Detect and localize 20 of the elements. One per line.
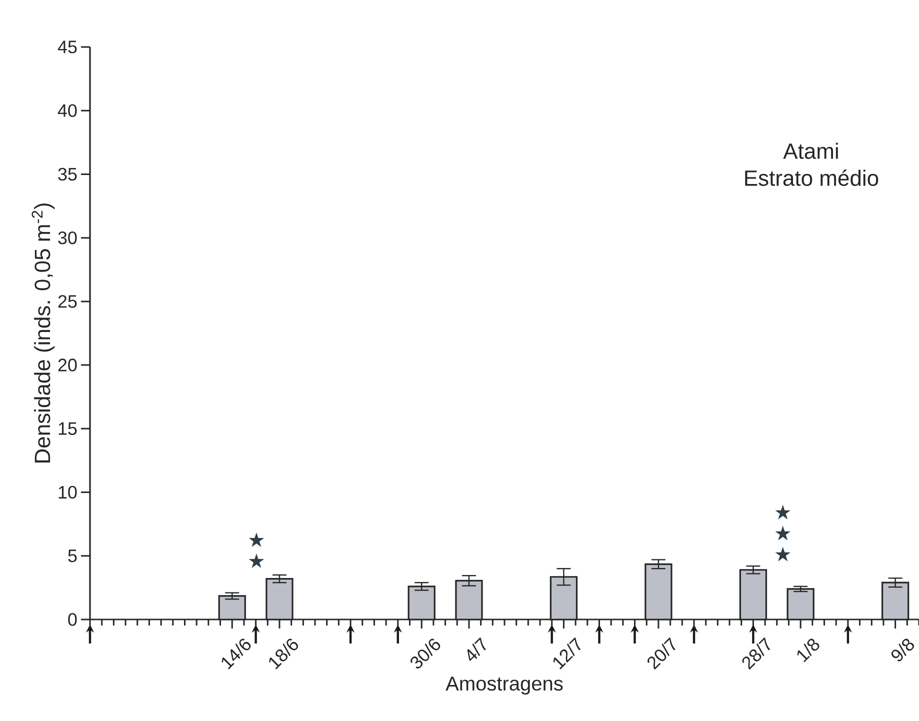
- annotation: ★ ★: [248, 532, 264, 568]
- x-tick-label: 9/8: [891, 638, 914, 662]
- annotation: ★ ★ ★: [775, 504, 791, 562]
- text: Atami: [783, 142, 838, 159]
- text: Estrato médio: [745, 170, 878, 186]
- x-tick-label: 1/8: [797, 638, 820, 662]
- y-tick-label: 30: [58, 231, 77, 244]
- x-tick-label: 4/7: [467, 637, 486, 661]
- y-axis-title: Densidade (inds. 0,05 m$^{-2}$): [32, 204, 55, 462]
- y-tick-label: 15: [58, 422, 77, 435]
- y-tick-label: 25: [58, 295, 77, 308]
- y-tick-label: 45: [58, 40, 77, 54]
- y-tick-label: 0: [68, 613, 77, 626]
- y-tick-label: 20: [58, 358, 77, 372]
- y-tick-label: 40: [58, 104, 77, 117]
- y-tick-label: 10: [58, 486, 77, 499]
- x-axis-title: Amostragens: [446, 676, 563, 695]
- y-tick-label: 35: [58, 168, 77, 181]
- x-tick-label: 30/6: [410, 638, 440, 668]
- y-tick-label: 5: [68, 550, 77, 562]
